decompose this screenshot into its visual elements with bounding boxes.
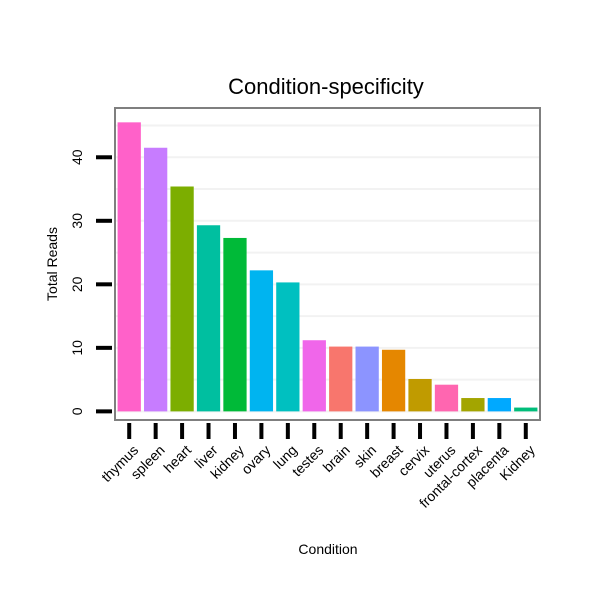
bars bbox=[117, 122, 538, 412]
y-axis-ticks: 0 10 20 30 40 bbox=[69, 149, 112, 415]
bar-kidney bbox=[514, 407, 538, 412]
bar-breast bbox=[381, 349, 406, 412]
bar-kidney bbox=[223, 237, 247, 412]
bar-thymus bbox=[117, 122, 141, 412]
chart-title: Condition-specificity bbox=[228, 74, 424, 99]
plot-frame bbox=[114, 107, 541, 421]
bar-testes bbox=[302, 340, 326, 412]
bar-skin bbox=[355, 346, 379, 412]
bar-placenta bbox=[487, 398, 511, 412]
y-tick-label: 10 bbox=[69, 340, 85, 356]
y-tick-label: 0 bbox=[69, 407, 85, 415]
y-tick-label: 40 bbox=[69, 149, 85, 165]
y-tick-label: 30 bbox=[69, 213, 85, 229]
bar-brain bbox=[329, 346, 353, 412]
x-axis-label: Condition bbox=[298, 541, 357, 557]
bar-cervix bbox=[408, 378, 432, 412]
bar-spleen bbox=[144, 147, 168, 412]
bar-lung bbox=[276, 282, 300, 412]
y-tick-label: 20 bbox=[69, 276, 85, 292]
bar-ovary bbox=[249, 270, 274, 412]
y-axis-label: Total Reads bbox=[44, 227, 60, 301]
bar-heart bbox=[170, 186, 194, 412]
bar-uterus bbox=[434, 384, 459, 412]
bar-liver bbox=[196, 225, 221, 412]
bar-frontal-cortex bbox=[461, 398, 485, 412]
